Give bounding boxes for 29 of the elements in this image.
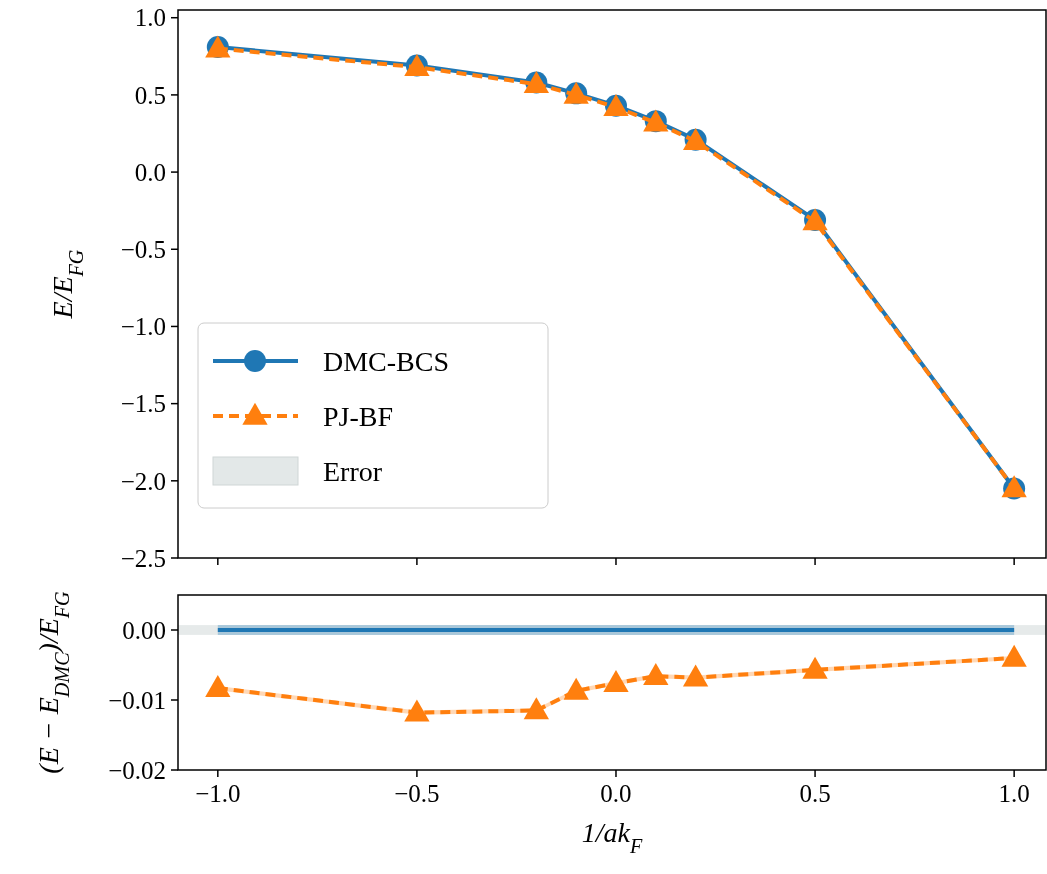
legend-label: Error xyxy=(323,455,383,487)
point xyxy=(603,670,629,692)
y-tick-label: −1.0 xyxy=(120,313,166,341)
y-tick-label: −2.0 xyxy=(120,467,166,495)
y-tick-label: −2.5 xyxy=(120,544,166,572)
y-tick-label: 1.0 xyxy=(134,4,166,32)
y-tick-label: 0.00 xyxy=(122,616,166,644)
y-tick-label: −1.5 xyxy=(120,390,166,418)
y-tick-label: −0.5 xyxy=(120,236,166,264)
point xyxy=(643,663,669,685)
x-tick-label: 1.0 xyxy=(998,780,1030,807)
x-tick-label: 0.0 xyxy=(600,780,632,807)
y-tick-label: 0.5 xyxy=(134,81,166,109)
point xyxy=(523,697,549,720)
legend-label: PJ-BF xyxy=(323,400,394,432)
y-tick-label: −0.01 xyxy=(108,686,166,714)
point xyxy=(1001,644,1027,667)
y-tick-label: −0.02 xyxy=(108,756,166,784)
x-tick-label: −0.5 xyxy=(394,780,440,807)
point xyxy=(205,674,231,697)
point xyxy=(802,656,828,679)
x-tick-label: 0.5 xyxy=(799,780,831,807)
point xyxy=(404,699,430,722)
y-tick-label: 0.0 xyxy=(134,158,166,186)
x-axis-title: 1/ak$_{F}$ xyxy=(581,817,643,857)
point xyxy=(563,677,589,700)
x-tick-label: −1.0 xyxy=(195,780,241,807)
point xyxy=(682,664,709,687)
legend-label: DMC-BCS xyxy=(323,345,450,377)
